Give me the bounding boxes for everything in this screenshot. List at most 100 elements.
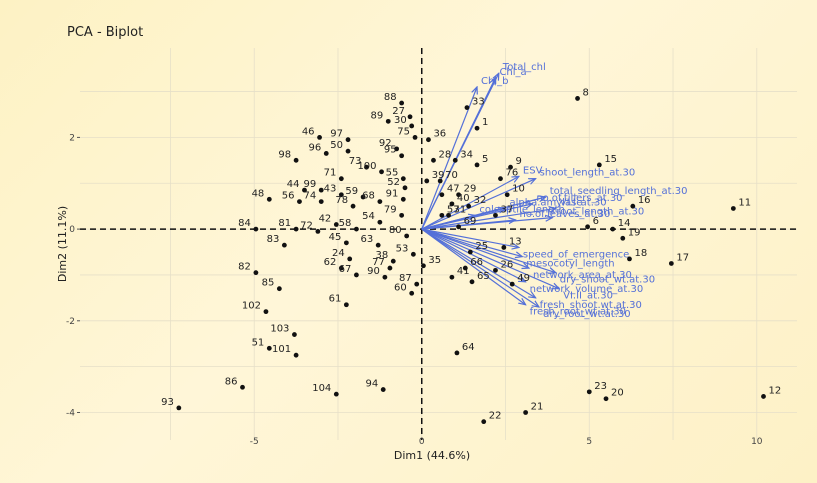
individual-label: 92 xyxy=(379,138,392,149)
individual-point xyxy=(379,169,384,175)
individual-label: 53 xyxy=(396,243,409,254)
individual-point xyxy=(414,281,420,287)
individual-label: 76 xyxy=(505,168,518,179)
individual-label: 94 xyxy=(365,379,378,390)
individual-point xyxy=(437,178,443,184)
variable-label: coleoptile_length xyxy=(479,204,565,215)
individual-point xyxy=(377,219,383,225)
individual-label: 13 xyxy=(509,236,522,247)
individual-label: 50 xyxy=(330,140,343,151)
individual-point xyxy=(240,384,245,390)
individual-label: 79 xyxy=(384,204,397,215)
individual-point xyxy=(333,222,339,227)
individual-point xyxy=(385,118,391,124)
individual-point xyxy=(407,114,413,120)
grid-lines xyxy=(80,48,797,440)
individual-label: 23 xyxy=(594,381,607,392)
individual-label: 9 xyxy=(516,156,522,167)
y-tick-label: -2 xyxy=(66,317,75,327)
individual-label: 15 xyxy=(604,154,617,165)
individual-label: 81 xyxy=(278,218,291,229)
individual-label: 104 xyxy=(312,383,331,394)
variable-arrow xyxy=(421,228,536,298)
individual-label: 101 xyxy=(272,344,291,355)
variable-label: dry_shoot_wt.at.30 xyxy=(560,275,655,286)
individual-label: 47 xyxy=(447,184,460,195)
individual-point xyxy=(318,187,324,193)
individual-label: 45 xyxy=(329,232,342,243)
individual-label: 52 xyxy=(387,177,400,188)
individual-point xyxy=(253,226,259,232)
individual-label: 70 xyxy=(445,170,458,181)
individual-label: 20 xyxy=(611,388,624,399)
individual-label: 96 xyxy=(309,142,322,153)
individual-label: 36 xyxy=(433,129,446,140)
x-axis-title: Dim1 (44.6%) xyxy=(394,449,470,462)
individual-point xyxy=(399,212,405,218)
x-tick-label: 0 xyxy=(419,437,425,447)
y-tick-label: 2 xyxy=(69,133,75,143)
individual-point xyxy=(292,332,297,337)
individual-label: 93 xyxy=(161,397,174,408)
individual-label: 102 xyxy=(242,301,261,312)
individual-point xyxy=(449,201,455,207)
individual-label: 83 xyxy=(267,234,280,245)
individual-label: 48 xyxy=(252,188,265,199)
individual-label: 73 xyxy=(349,156,362,167)
individual-label: 39 xyxy=(432,170,445,181)
individual-label: 37 xyxy=(500,204,513,215)
individual-label: 74 xyxy=(303,191,316,202)
individual-point xyxy=(293,157,299,163)
individual-label: 89 xyxy=(371,110,384,121)
individual-point xyxy=(382,274,388,280)
individual-point xyxy=(449,274,455,280)
individual-point xyxy=(501,245,507,250)
individual-point xyxy=(620,235,626,241)
variable-arrow xyxy=(421,228,529,268)
individual-label: 38 xyxy=(376,250,389,261)
individual-label: 34 xyxy=(460,149,473,160)
individual-point xyxy=(467,249,473,255)
individual-point xyxy=(668,261,674,266)
individual-point xyxy=(400,196,406,202)
individual-point xyxy=(456,224,462,230)
variable-label: no.of.leaves_at.30 xyxy=(520,209,611,220)
individual-point xyxy=(439,212,445,218)
individual-point xyxy=(421,263,426,269)
individual-point xyxy=(293,226,299,232)
individual-label: 62 xyxy=(324,257,337,268)
individual-point xyxy=(360,194,366,200)
individual-label: 30 xyxy=(394,115,407,126)
individual-points: 1568910111213141516171819202122232425262… xyxy=(161,87,781,425)
variable-arrow xyxy=(421,228,559,289)
individual-point xyxy=(481,419,487,425)
variable-label: network_volume_at.30 xyxy=(530,284,644,295)
individual-point xyxy=(493,267,498,273)
individual-label: 17 xyxy=(676,252,689,263)
variable-arrow xyxy=(421,176,519,230)
variable-label: Chl_a xyxy=(499,67,526,78)
individual-point xyxy=(354,272,359,278)
individual-point xyxy=(377,199,383,204)
variable-label: root_length_at.30 xyxy=(556,207,644,218)
individual-label: 67 xyxy=(339,264,352,275)
individual-label: 32 xyxy=(474,195,487,206)
individual-point xyxy=(504,192,510,198)
individual-point xyxy=(347,256,353,262)
individual-point xyxy=(266,345,272,351)
plot-panel xyxy=(22,48,797,440)
individual-label: 72 xyxy=(300,220,313,231)
individual-point xyxy=(333,391,339,397)
variable-label: no.of.tillers_at.30 xyxy=(536,193,622,204)
individual-point xyxy=(627,256,632,262)
individual-label: 77 xyxy=(372,257,385,268)
individual-label: 22 xyxy=(489,411,502,422)
individual-label: 97 xyxy=(330,129,343,140)
individual-label: 69 xyxy=(464,216,477,227)
individual-point xyxy=(410,251,416,257)
individual-label: 26 xyxy=(500,259,513,270)
individual-point xyxy=(596,162,602,168)
individual-point xyxy=(426,137,431,143)
individual-point xyxy=(462,265,468,271)
